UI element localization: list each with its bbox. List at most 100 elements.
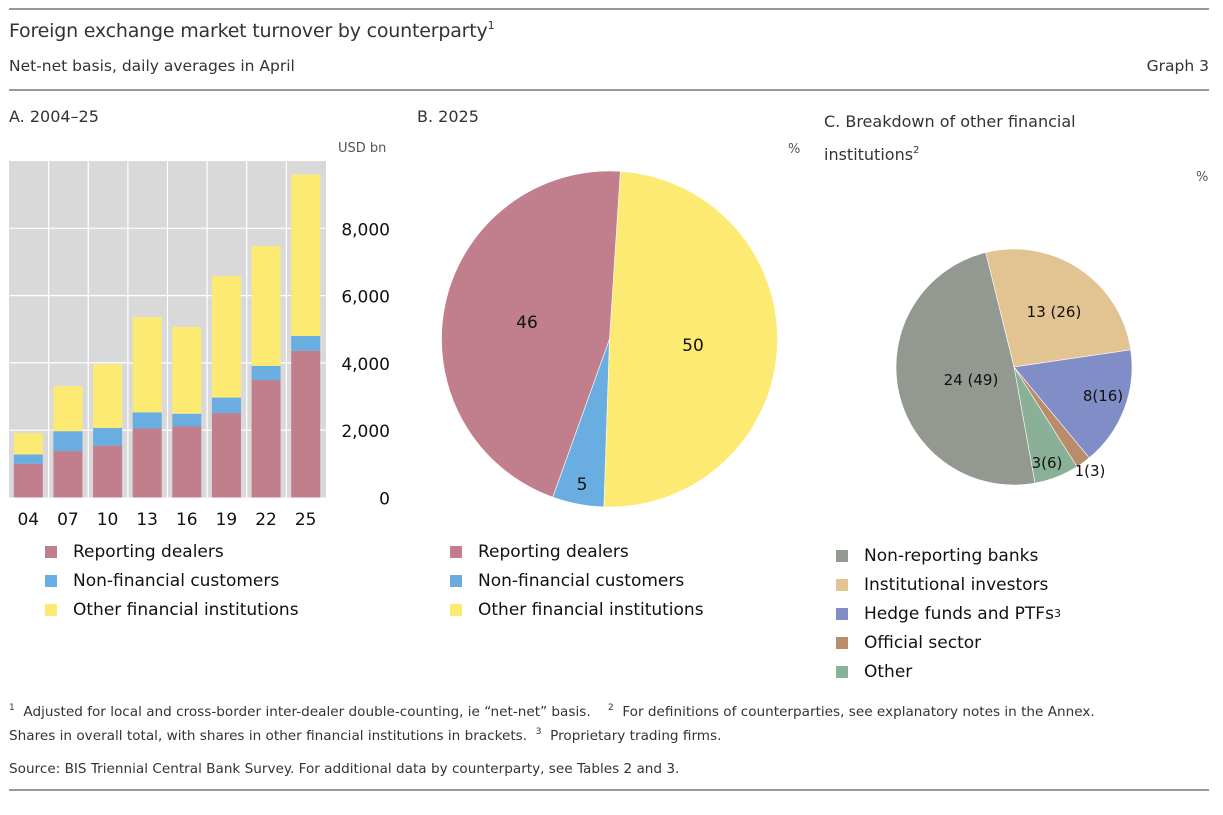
x-tick-label: 04 bbox=[17, 510, 39, 530]
source-note: Source: BIS Triennial Central Bank Surve… bbox=[9, 761, 680, 777]
legend-swatch bbox=[45, 545, 57, 558]
bar-segment-other-financial-institutions-22 bbox=[251, 246, 281, 366]
legend-label: Non-financial customers bbox=[478, 570, 685, 591]
panel-c-legend: Non-reporting banks Institutional invest… bbox=[832, 541, 1061, 686]
x-tick-label: 07 bbox=[57, 510, 79, 530]
legend-swatch bbox=[836, 578, 848, 591]
bar-segment-reporting-dealers-16 bbox=[172, 426, 202, 498]
panel-c-pie-chart: 13 (26) 8(16) 1(3) 3(6) 24 (49) bbox=[895, 248, 1133, 486]
bar-segment-non-financial-customers-19 bbox=[211, 397, 241, 414]
pie-data-label: 24 (49) bbox=[944, 371, 999, 389]
legend-label: Reporting dealers bbox=[478, 541, 629, 562]
bar-segment-other-financial-institutions-16 bbox=[172, 326, 202, 414]
bar-segment-non-financial-customers-22 bbox=[251, 365, 281, 381]
legend-label: Non-reporting banks bbox=[864, 545, 1039, 566]
footnote-2-mark: 2 bbox=[607, 703, 614, 713]
legend-item-non-financial-customers: Non-financial customers bbox=[446, 566, 704, 595]
panel-b-title: B. 2025 bbox=[417, 107, 479, 126]
panel-a-title: A. 2004–25 bbox=[9, 107, 99, 126]
chart-subtitle: Net-net basis, daily averages in April bbox=[9, 57, 295, 75]
bottom-rule bbox=[9, 789, 1209, 791]
bar-segment-reporting-dealers-19 bbox=[211, 413, 241, 498]
y-tick-label: 2,000 bbox=[341, 422, 390, 442]
pie-slice-reporting-dealers bbox=[441, 170, 621, 498]
bar-segment-other-financial-institutions-19 bbox=[211, 276, 241, 398]
pie-slice-non-reporting-banks bbox=[895, 252, 1036, 486]
top-rule bbox=[9, 8, 1209, 10]
panel-b-pie-chart: 50 5 46 bbox=[441, 170, 778, 508]
bar-segment-reporting-dealers-10 bbox=[93, 445, 123, 498]
bar-segment-non-financial-customers-10 bbox=[93, 427, 123, 446]
bar-segment-non-financial-customers-07 bbox=[53, 431, 83, 452]
bar-segment-other-financial-institutions-25 bbox=[291, 174, 321, 336]
legend-label: Other bbox=[864, 661, 913, 682]
pie-data-label: 46 bbox=[516, 313, 538, 333]
panel-c-title-text: C. Breakdown of other financial institut… bbox=[824, 112, 1076, 164]
legend-swatch bbox=[45, 574, 57, 587]
legend-swatch bbox=[836, 665, 848, 678]
legend-item-non-financial-customers: Non-financial customers bbox=[41, 566, 299, 595]
panel-a-bar-chart: 04 07 10 13 16 19 22 25 0 2,000 4,000 6,000 8,000 bbox=[9, 161, 390, 530]
footnote-1: Adjusted for local and cross-border inte… bbox=[23, 704, 591, 720]
footnote-1-mark: 1 bbox=[9, 703, 15, 713]
legend-item-other-financial-institutions: Other financial institutions bbox=[41, 595, 299, 624]
y-tick-label: 8,000 bbox=[341, 220, 390, 240]
legend-item-official-sector: Official sector bbox=[832, 628, 1061, 657]
legend-item-hedge-funds-ptfs: Hedge funds and PTFs 3 bbox=[832, 599, 1061, 628]
bar-segment-other-financial-institutions-07 bbox=[53, 386, 83, 432]
footnote-3-mark: 3 bbox=[535, 727, 542, 737]
pie-data-label: 13 (26) bbox=[1027, 303, 1082, 321]
bar-segment-non-financial-customers-25 bbox=[291, 335, 321, 351]
pie-data-label: 8(16) bbox=[1083, 387, 1123, 405]
y-tick-label: 0 bbox=[379, 490, 390, 510]
bar-segment-non-financial-customers-16 bbox=[172, 413, 202, 427]
legend-label: Official sector bbox=[864, 632, 982, 653]
legend-footnote-mark: 3 bbox=[1053, 607, 1061, 620]
legend-swatch bbox=[836, 607, 848, 620]
pie-data-label: 3(6) bbox=[1032, 454, 1063, 472]
panel-a-unit: USD bn bbox=[338, 141, 387, 156]
legend-label: Institutional investors bbox=[864, 574, 1049, 595]
legend-swatch bbox=[450, 603, 462, 616]
x-tick-label: 13 bbox=[136, 510, 158, 530]
legend-item-other: Other bbox=[832, 657, 1061, 686]
legend-label: Reporting dealers bbox=[73, 541, 224, 562]
panel-c-unit: % bbox=[1196, 170, 1209, 185]
legend-swatch bbox=[45, 603, 57, 616]
bar-segment-non-financial-customers-04 bbox=[13, 454, 43, 464]
graph-number: Graph 3 bbox=[1146, 57, 1209, 75]
x-tick-label: 25 bbox=[295, 510, 317, 530]
footnote-line-1: 1 Adjusted for local and cross-border in… bbox=[9, 703, 1095, 720]
x-tick-label: 16 bbox=[176, 510, 198, 530]
y-tick-label: 6,000 bbox=[341, 288, 390, 308]
pie-slice-other-financial-institutions bbox=[603, 171, 778, 508]
title-footnote-mark: 1 bbox=[487, 19, 495, 32]
bar-segment-reporting-dealers-22 bbox=[251, 380, 281, 498]
header-rule bbox=[9, 89, 1209, 91]
legend-label: Other financial institutions bbox=[73, 599, 299, 620]
legend-swatch bbox=[836, 549, 848, 562]
legend-item-reporting-dealers: Reporting dealers bbox=[446, 537, 704, 566]
bar-segment-reporting-dealers-07 bbox=[53, 451, 83, 498]
legend-item-non-reporting-banks: Non-reporting banks bbox=[832, 541, 1061, 570]
legend-swatch bbox=[450, 574, 462, 587]
pie-slice-institutional-investors bbox=[985, 248, 1132, 368]
panel-a-legend: Reporting dealers Non-financial customer… bbox=[41, 537, 299, 624]
footnote-line-2: Shares in overall total, with shares in … bbox=[9, 727, 721, 744]
legend-item-reporting-dealers: Reporting dealers bbox=[41, 537, 299, 566]
bar-segment-reporting-dealers-13 bbox=[132, 428, 162, 498]
panel-b-legend: Reporting dealers Non-financial customer… bbox=[446, 537, 704, 624]
bar-segment-reporting-dealers-04 bbox=[13, 463, 43, 498]
x-tick-label: 19 bbox=[216, 510, 238, 530]
legend-item-institutional-investors: Institutional investors bbox=[832, 570, 1061, 599]
pie-data-label: 1(3) bbox=[1075, 462, 1106, 480]
footnote-2-part-1: For definitions of counterparties, see e… bbox=[622, 704, 1095, 720]
bar-segment-other-financial-institutions-04 bbox=[13, 433, 43, 455]
legend-label: Hedge funds and PTFs bbox=[864, 603, 1054, 624]
legend-swatch bbox=[836, 636, 848, 649]
bar-segment-non-financial-customers-13 bbox=[132, 412, 162, 429]
panel-c-footnote-mark: 2 bbox=[913, 145, 920, 156]
bar-segment-other-financial-institutions-13 bbox=[132, 317, 162, 413]
legend-label: Non-financial customers bbox=[73, 570, 280, 591]
pie-slice-hedge-funds-and-ptfs bbox=[1013, 349, 1133, 459]
